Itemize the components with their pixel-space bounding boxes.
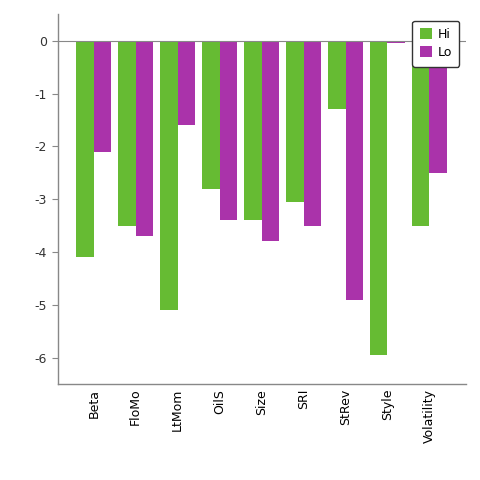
Bar [303,41,321,226]
Bar [76,41,94,257]
Bar [244,41,262,220]
Bar [136,41,153,236]
Bar [412,41,430,226]
Bar [370,41,387,355]
Bar [286,41,303,202]
Bar [202,41,220,189]
Bar [160,41,178,310]
Bar [387,41,405,44]
Bar [430,41,447,173]
Bar [178,41,195,125]
Bar [94,41,111,152]
Bar [220,41,237,220]
Bar [262,41,279,241]
Bar [118,41,136,226]
Bar [346,41,363,300]
Legend: Hi, Lo: Hi, Lo [412,21,459,67]
Bar [328,41,346,109]
